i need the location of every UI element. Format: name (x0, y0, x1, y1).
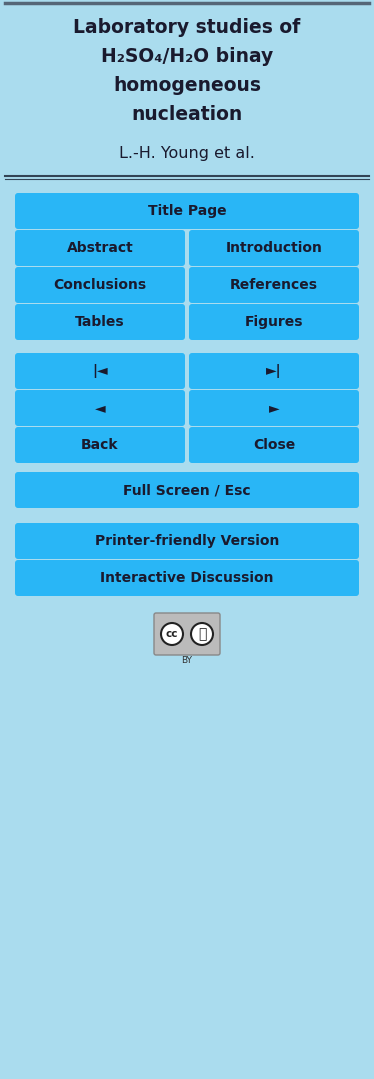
Text: homogeneous: homogeneous (113, 76, 261, 95)
FancyBboxPatch shape (15, 472, 359, 508)
FancyBboxPatch shape (15, 267, 185, 303)
Text: ►|: ►| (266, 364, 282, 378)
Text: ⓘ: ⓘ (198, 627, 206, 641)
FancyBboxPatch shape (15, 353, 185, 390)
Text: Title Page: Title Page (148, 204, 226, 218)
Text: cc: cc (166, 629, 178, 639)
FancyBboxPatch shape (15, 390, 185, 426)
Text: Close: Close (253, 438, 295, 452)
Text: BY: BY (181, 656, 193, 665)
Text: L.-H. Young et al.: L.-H. Young et al. (119, 146, 255, 161)
Text: nucleation: nucleation (131, 105, 243, 124)
Circle shape (161, 623, 183, 645)
FancyBboxPatch shape (15, 523, 359, 559)
Text: References: References (230, 278, 318, 292)
Text: Interactive Discussion: Interactive Discussion (100, 571, 274, 585)
FancyBboxPatch shape (15, 230, 185, 267)
FancyBboxPatch shape (189, 427, 359, 463)
FancyBboxPatch shape (15, 193, 359, 229)
FancyBboxPatch shape (189, 353, 359, 390)
Text: |◄: |◄ (92, 364, 108, 378)
Text: Introduction: Introduction (226, 241, 322, 255)
Text: Abstract: Abstract (67, 241, 134, 255)
Circle shape (191, 623, 213, 645)
FancyBboxPatch shape (15, 304, 185, 340)
Text: Tables: Tables (75, 315, 125, 329)
FancyBboxPatch shape (189, 390, 359, 426)
Text: H₂SO₄/H₂O binay: H₂SO₄/H₂O binay (101, 47, 273, 66)
FancyBboxPatch shape (15, 560, 359, 596)
Text: Full Screen / Esc: Full Screen / Esc (123, 483, 251, 497)
Text: ◄: ◄ (95, 401, 105, 415)
Text: Back: Back (81, 438, 119, 452)
FancyBboxPatch shape (189, 230, 359, 267)
FancyBboxPatch shape (154, 613, 220, 655)
Text: Figures: Figures (245, 315, 303, 329)
FancyBboxPatch shape (189, 304, 359, 340)
Text: Laboratory studies of: Laboratory studies of (73, 18, 301, 37)
FancyBboxPatch shape (15, 427, 185, 463)
Text: Conclusions: Conclusions (53, 278, 147, 292)
FancyBboxPatch shape (189, 267, 359, 303)
Text: ►: ► (269, 401, 279, 415)
Text: Printer-friendly Version: Printer-friendly Version (95, 534, 279, 548)
